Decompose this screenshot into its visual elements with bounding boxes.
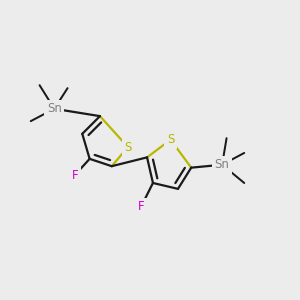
Text: F: F bbox=[138, 200, 145, 213]
Text: Sn: Sn bbox=[47, 102, 62, 115]
Text: S: S bbox=[167, 133, 174, 146]
Text: Sn: Sn bbox=[215, 158, 230, 171]
Text: S: S bbox=[124, 141, 132, 154]
Text: F: F bbox=[72, 169, 78, 182]
